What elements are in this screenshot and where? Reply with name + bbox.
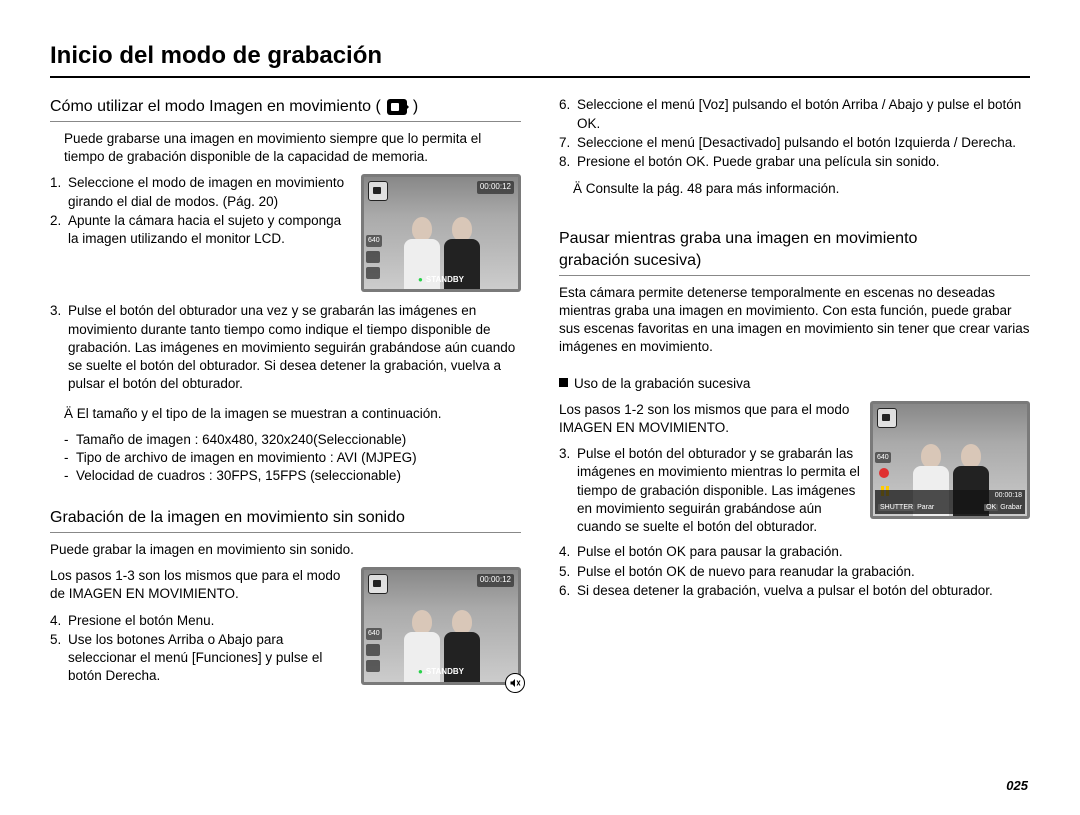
two-column-layout: Cómo utilizar el modo Imagen en movimien… [50, 96, 1030, 695]
lcd-preview-3: 640 00:00:18 SHUTTERParar OKGrabar [870, 401, 1030, 519]
list-item: 1. Seleccione el modo de imagen en movim… [50, 174, 351, 210]
list-item: 6. Seleccione el menú [Voz] pulsando el … [559, 96, 1030, 132]
steps-with-lcd-3: Los pasos 1-2 son los mismos que para el… [559, 401, 1030, 538]
lcd-timer: 00:00:12 [477, 181, 514, 194]
list-item: 2. Apunte la cámara hacia el sujeto y co… [50, 212, 351, 248]
lcd-preview-1: 00:00:12 640 STANDBY [361, 174, 521, 292]
list-text: Apunte la cámara hacia el sujeto y compo… [68, 212, 351, 248]
lcd-timer: 00:00:12 [477, 574, 514, 587]
steps-with-lcd-1: 1. Seleccione el modo de imagen en movim… [50, 174, 521, 296]
list-text: Pulse el botón del obturador una vez y s… [68, 302, 521, 393]
lcd-standby-label: STANDBY [418, 275, 464, 286]
list-number: 2. [50, 212, 68, 248]
heading-movie-mode: Cómo utilizar el modo Imagen en movimien… [50, 96, 521, 122]
note-bullet: -Tamaño de imagen : 640x480, 320x240(Sel… [50, 431, 521, 449]
intro-paragraph: Puede grabarse una imagen en movimiento … [50, 130, 521, 166]
list-item: 6. Si desea detener la grabación, vuelva… [559, 582, 1030, 600]
movie-mode-icon [368, 574, 388, 594]
list-number: 4. [50, 612, 68, 630]
list-text: Seleccione el modo de imagen en movimien… [68, 174, 351, 210]
list-item: 3. Pulse el botón del obturador y se gra… [559, 445, 860, 536]
note-bullet: -Velocidad de cuadros : 30FPS, 15FPS (se… [50, 467, 521, 485]
list-item: 4. Presione el botón Menu. [50, 612, 351, 630]
lcd-indicator-icon [366, 267, 380, 279]
list-text: Si desea detener la grabación, vuelva a … [577, 582, 1030, 600]
list-text: Seleccione el menú [Desactivado] pulsand… [577, 134, 1030, 152]
lcd-timer: 00:00:18 [995, 491, 1022, 500]
list-number: 6. [559, 582, 577, 600]
list-text: Use los botones Arriba o Abajo para sele… [68, 631, 351, 686]
heading-text-pre: Cómo utilizar el modo Imagen en movimien… [50, 96, 381, 118]
movie-mode-icon [877, 408, 897, 428]
lcd-indicator-icon [366, 660, 380, 672]
lcd-preview-2: 00:00:12 640 STANDBY [361, 567, 521, 685]
list-item: 7. Seleccione el menú [Desactivado] puls… [559, 134, 1030, 152]
steps-with-lcd-2: Los pasos 1-3 son los mismos que para el… [50, 567, 521, 689]
list-item: 5. Use los botones Arriba o Abajo para s… [50, 631, 351, 686]
subheading-successive: Uso de la grabación sucesiva [559, 375, 1030, 393]
lcd-indicator-icon [366, 251, 380, 263]
lcd-size-badge: 640 [366, 628, 382, 639]
list-text: Pulse el botón OK para pausar la grabaci… [577, 543, 1030, 561]
left-column: Cómo utilizar el modo Imagen en movimien… [50, 96, 521, 695]
lcd-indicator-icon [366, 644, 380, 656]
no-sound-steps-intro: Los pasos 1-3 son los mismos que para el… [50, 567, 351, 603]
lcd-button-hints: SHUTTERParar OKGrabar [875, 502, 1025, 514]
list-number: 5. [559, 563, 577, 581]
heading-no-sound: Grabación de la imagen en movimiento sin… [50, 507, 521, 533]
lcd-size-badge: 640 [875, 452, 891, 463]
right-column: 6. Seleccione el menú [Voz] pulsando el … [559, 96, 1030, 695]
list-text: Presione el botón Menu. [68, 612, 351, 630]
heading-text-post: ) [413, 96, 418, 118]
lcd-bottom-bar: 00:00:18 [875, 490, 1025, 502]
list-text: Pulse el botón del obturador y se grabar… [577, 445, 860, 536]
list-text: Pulse el botón OK de nuevo para reanudar… [577, 563, 1030, 581]
list-item: 8. Presione el botón OK. Puede grabar un… [559, 153, 1030, 171]
list-item: 4. Pulse el botón OK para pausar la grab… [559, 543, 1030, 561]
lcd-standby-label: STANDBY [418, 667, 464, 678]
list-number: 3. [50, 302, 68, 393]
heading-pause-recording: Pausar mientras graba una imagen en movi… [559, 228, 1030, 275]
list-number: 7. [559, 134, 577, 152]
note-bullet: -Tipo de archivo de imagen en movimiento… [50, 449, 521, 467]
list-text: Presione el botón OK. Puede grabar una p… [577, 153, 1030, 171]
page-number: 025 [1006, 777, 1028, 795]
movie-mode-icon [387, 99, 407, 115]
list-text: Seleccione el menú [Voz] pulsando el bot… [577, 96, 1030, 132]
list-number: 8. [559, 153, 577, 171]
page-title: Inicio del modo de grabación [50, 40, 1030, 78]
list-item: 3. Pulse el botón del obturador una vez … [50, 302, 521, 393]
lcd-size-badge: 640 [366, 235, 382, 246]
successive-intro: Los pasos 1-2 son los mismos que para el… [559, 401, 860, 437]
pause-intro: Esta cámara permite detenerse temporalme… [559, 284, 1030, 357]
list-item: 5. Pulse el botón OK de nuevo para reanu… [559, 563, 1030, 581]
note-lead: Ä El tamaño y el tipo de la imagen se mu… [50, 405, 521, 423]
list-number: 1. [50, 174, 68, 210]
list-number: 6. [559, 96, 577, 132]
list-number: 3. [559, 445, 577, 536]
movie-mode-icon [368, 181, 388, 201]
list-number: 5. [50, 631, 68, 686]
lcd-rec-indicator [879, 468, 889, 478]
reference-note: Ä Consulte la pág. 48 para más informaci… [559, 180, 1030, 198]
no-sound-intro: Puede grabar la imagen en movimiento sin… [50, 541, 521, 559]
list-number: 4. [559, 543, 577, 561]
mute-icon [505, 673, 525, 693]
